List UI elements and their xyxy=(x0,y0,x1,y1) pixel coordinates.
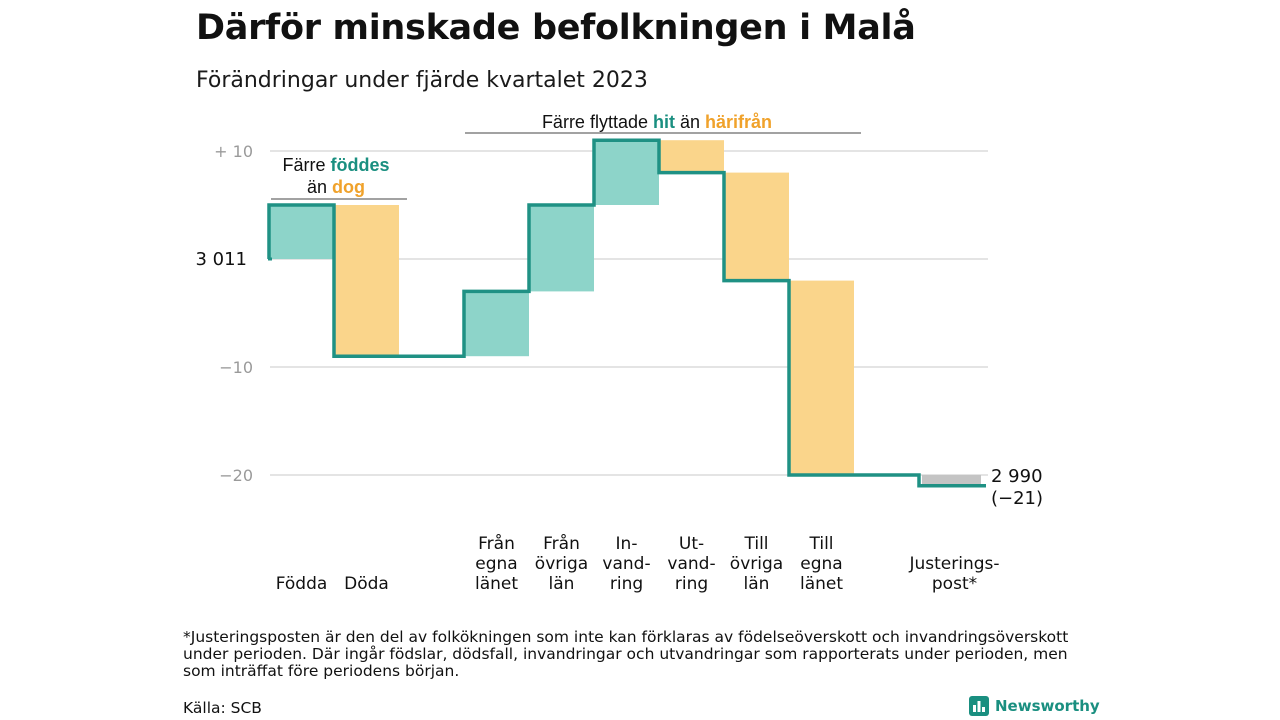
annotation-word: än xyxy=(307,177,332,197)
category-label: Från xyxy=(478,533,515,554)
labels: Födda DödaFrånegnalänetFrånövrigalänIn-va… xyxy=(195,112,1043,594)
waterfall-bar xyxy=(922,475,981,486)
category-label: egna xyxy=(475,554,517,574)
footnote: *Justeringsposten är den del av folkökni… xyxy=(183,628,1069,680)
waterfall-bar xyxy=(659,140,724,173)
category-label: övriga xyxy=(535,554,588,574)
chart-title: Därför minskade befolkningen i Malå xyxy=(196,8,916,48)
annotation-word: härifrån xyxy=(705,112,772,132)
end-change-label: (−21) xyxy=(991,488,1043,509)
annotation-word: hit xyxy=(653,112,675,132)
annotation-line: Färre föddes xyxy=(282,155,389,175)
bar-chart-logo-icon xyxy=(969,696,989,716)
waterfall-bar xyxy=(724,172,789,281)
brand-name: Newsworthy xyxy=(995,697,1100,715)
chart-subtitle: Förändringar under fjärde kvartalet 2023 xyxy=(196,68,648,93)
annotation-word: föddes xyxy=(331,155,390,175)
annotation-line: Färre flyttade hit än härifrån xyxy=(542,112,772,132)
category-label: ring xyxy=(610,574,643,594)
category-label: ring xyxy=(675,574,708,594)
annotation-line: än dog xyxy=(307,177,365,197)
category-label: Justerings- xyxy=(908,554,999,574)
category-label: post* xyxy=(932,574,977,594)
source-note: Källa: SCB xyxy=(183,699,262,717)
waterfall-bar xyxy=(529,205,594,292)
waterfall-chart: + 10−10−20 Födda DödaFrånegnalänetFrånövr… xyxy=(195,112,1043,594)
category-label: Till xyxy=(808,534,833,554)
category-label: Från xyxy=(543,533,580,554)
category-label: Till xyxy=(743,534,768,554)
annotation-word: än xyxy=(675,112,705,132)
brand-logo: Newsworthy xyxy=(969,696,1100,716)
category-label: vand- xyxy=(667,554,715,574)
end-value-label: 2 990 xyxy=(991,466,1043,487)
waterfall-bar xyxy=(594,140,659,205)
waterfall-bar xyxy=(789,280,854,475)
annotation-word: dog xyxy=(332,177,365,197)
category-label: vand- xyxy=(602,554,650,574)
annotation-word: Färre flyttade xyxy=(542,112,653,132)
category-label: Ut- xyxy=(679,534,704,554)
y-tick-label: + 10 xyxy=(214,142,253,161)
y-tick-label: −20 xyxy=(219,466,253,485)
category-label: egna xyxy=(800,554,842,574)
category-label: In- xyxy=(616,534,638,554)
bars xyxy=(269,140,981,486)
y-tick-label: −10 xyxy=(219,358,253,377)
category-label: län xyxy=(549,574,575,594)
annotation-word: Färre xyxy=(282,155,330,175)
migration-annotation: Färre flyttade hit än härifrån xyxy=(465,112,861,134)
cumulative-step-line xyxy=(267,138,986,488)
waterfall-bar xyxy=(334,205,399,357)
category-label: övriga xyxy=(730,554,783,574)
category-label: Döda xyxy=(344,574,389,594)
category-label: länet xyxy=(800,574,843,594)
category-label: Födda xyxy=(276,574,328,594)
waterfall-bar xyxy=(464,291,529,357)
start-value-label: 3 011 xyxy=(195,249,247,270)
step-line xyxy=(267,138,986,488)
category-label: län xyxy=(744,574,770,594)
waterfall-bar xyxy=(269,205,334,259)
category-label: länet xyxy=(475,574,518,594)
